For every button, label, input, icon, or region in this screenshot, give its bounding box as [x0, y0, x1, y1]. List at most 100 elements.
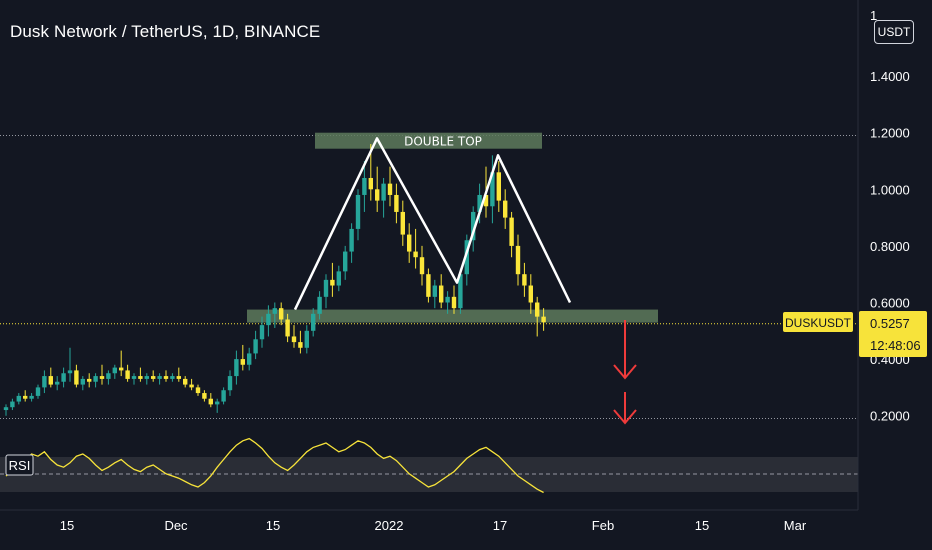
time-tick-label: Feb: [592, 518, 614, 533]
time-tick-label: 2022: [375, 518, 404, 533]
rsi-label: RSI: [9, 458, 31, 473]
candle-body: [503, 200, 508, 218]
candle-body: [362, 177, 367, 195]
rsi-pane: RSI: [0, 437, 858, 494]
candle-body: [413, 251, 418, 258]
candle-body: [432, 285, 437, 297]
candle-body: [259, 325, 265, 340]
rsi-label-box: [5, 454, 34, 476]
candle-body: [29, 395, 34, 399]
candle-body: [285, 319, 290, 337]
pattern-label: DOUBLE TOP: [404, 135, 482, 149]
rsi-line: [5, 437, 544, 494]
candle-body: [477, 194, 482, 212]
candle-body: [170, 376, 175, 379]
candle-body: [323, 279, 329, 297]
candle-body: [183, 378, 188, 385]
price-tick-label: 0.6000: [870, 296, 910, 311]
price-tick-label: 1.2000: [870, 126, 910, 141]
time-tick-label: 15: [695, 518, 709, 533]
time-tick-label: 15: [60, 518, 74, 533]
candle-body: [125, 370, 130, 379]
candle-body: [279, 308, 284, 320]
candle-body: [253, 339, 258, 354]
bearish-arrows: [613, 320, 637, 425]
double-top-line: [293, 137, 572, 311]
candle-body: [381, 183, 386, 201]
price-tick-label: 1.0000: [870, 182, 910, 197]
candle-body: [67, 370, 73, 374]
symbol-label: DUSKUSDT: [785, 316, 852, 330]
candle-body: [74, 370, 79, 385]
candle-body: [93, 376, 98, 382]
currency-button[interactable]: USDT: [874, 20, 914, 44]
candle-body: [80, 378, 85, 385]
candle-body: [496, 172, 501, 201]
last-price-label: 0.5257: [870, 316, 910, 331]
time-tick-label: 17: [493, 518, 507, 533]
candle-body: [311, 313, 316, 331]
candle-body: [349, 228, 354, 252]
candle-body: [522, 274, 527, 286]
candle-body: [375, 189, 380, 201]
candle-body: [3, 407, 9, 411]
candle-body: [426, 274, 431, 297]
time-tick-label: Dec: [164, 518, 188, 533]
candle-body: [439, 285, 444, 303]
candle-body: [87, 378, 92, 382]
price-tick-label: 1.4000: [870, 69, 910, 84]
time-tick-label: Mar: [784, 518, 807, 533]
candle-body: [304, 330, 309, 348]
candle-body: [451, 296, 457, 309]
candle-body: [55, 381, 60, 385]
arrow-head-1: [613, 364, 637, 380]
candle-body: [266, 313, 271, 326]
candle-body: [163, 376, 169, 379]
candle-body: [291, 336, 297, 343]
candle-body: [157, 376, 162, 379]
candle-body: [483, 194, 489, 207]
candle-body: [368, 177, 373, 190]
candle-body: [221, 390, 226, 402]
candle-body: [394, 194, 399, 212]
candle-body: [202, 393, 207, 399]
candle-body: [16, 395, 21, 402]
candle-body: [106, 373, 111, 379]
candle-body: [112, 367, 117, 374]
pattern-zones: [247, 132, 658, 323]
candle-body: [458, 274, 463, 309]
candle-body: [419, 257, 425, 275]
candle-body: [515, 245, 521, 275]
candle-body: [528, 285, 533, 303]
double-top-pattern: DOUBLE TOP: [293, 135, 572, 311]
countdown-label: 12:48:06: [870, 338, 921, 353]
candle-body: [151, 376, 156, 379]
candle-body: [247, 353, 252, 365]
candle-body: [35, 387, 41, 396]
candle-body: [240, 359, 245, 365]
candle-body: [42, 376, 47, 388]
candle-body: [131, 376, 137, 379]
axes: 0.20000.40000.60000.80001.00001.20001.40…: [0, 0, 927, 533]
clipped-axis-label: 1: [870, 8, 878, 20]
candle-body: [330, 279, 335, 286]
time-tick-label: 15: [266, 518, 280, 533]
candle-body: [189, 384, 194, 388]
candle-body: [471, 211, 476, 241]
price-label-box: [859, 311, 927, 357]
candle-body: [215, 401, 220, 405]
candle-body: [176, 376, 181, 379]
candle-body: [541, 316, 546, 323]
candle-body: [119, 367, 124, 371]
candle-body: [298, 342, 303, 348]
candle-body: [234, 359, 239, 377]
candle-body: [464, 240, 469, 275]
neckline-zone: [247, 309, 658, 323]
candle-body: [509, 217, 514, 246]
candle-body: [48, 376, 53, 385]
candle-body: [317, 296, 322, 314]
candle-body: [195, 387, 201, 394]
candle-body: [343, 251, 348, 272]
candle-body: [535, 302, 540, 317]
